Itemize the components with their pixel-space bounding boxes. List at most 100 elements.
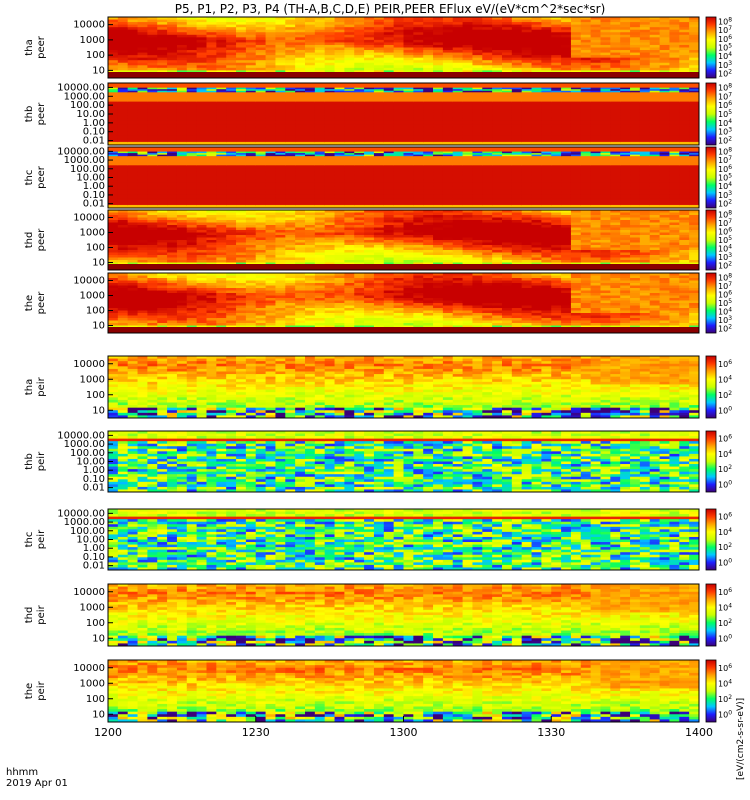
colorbar-tick-label: 104	[718, 449, 732, 459]
y-label-probe: thd	[24, 232, 35, 249]
colorbar-tick-label: 102	[718, 324, 732, 334]
colorbar-tick-label: 106	[718, 587, 732, 597]
y-tick-label: 1000	[80, 35, 105, 46]
x-tick-label: 1300	[390, 726, 418, 739]
y-tick-label: 100	[86, 618, 105, 629]
colorbar	[705, 146, 717, 209]
y-tick-label: 10	[92, 709, 105, 720]
y-label-species: peir	[36, 680, 47, 700]
x-tick-label: 1230	[242, 726, 270, 739]
colorbar-tick-label: 107	[718, 281, 732, 291]
colorbar-tick-label: 104	[718, 118, 732, 128]
y-tick-label: 10000	[73, 663, 105, 674]
y-tick-label: 10.00	[76, 173, 105, 184]
y-label-probe: thb	[24, 106, 35, 123]
colorbar-tick-label: 103	[718, 127, 732, 137]
colorbar-tick-label: 100	[718, 633, 732, 643]
y-tick-label: 0.01	[83, 483, 105, 494]
colorbar-tick-label: 102	[718, 136, 732, 146]
colorbar-tick-label: 105	[718, 298, 732, 308]
panel-the-peer: 10 100 1000 10000 the peer 1021031041051061071…	[24, 272, 732, 333]
y-tick-label: 0.01	[83, 561, 105, 572]
y-tick-label: 1000.00	[64, 439, 105, 450]
y-label-probe: the	[24, 295, 35, 311]
colorbar-tick-label: 108	[718, 272, 732, 282]
x-tick-label: 1400	[685, 726, 713, 739]
colorbar-tick-label: 102	[718, 199, 732, 209]
colorbar	[705, 209, 717, 271]
colorbar-tick-label: 105	[718, 43, 732, 53]
y-tick-label: 100	[86, 306, 105, 317]
y-label-species: peer	[36, 102, 47, 126]
heatmap-image	[108, 17, 699, 78]
y-tick-label: 10	[92, 405, 105, 416]
colorbar-tick-label: 103	[718, 60, 732, 70]
colorbar-tick-label: 107	[718, 155, 732, 165]
colorbar-tick-label: 100	[718, 557, 732, 567]
colorbar-unit-label: [eV/(cm2-s-sr-eV)]	[736, 698, 746, 780]
y-tick-label: 10000.00	[57, 146, 105, 157]
y-tick-label: 1000	[80, 678, 105, 689]
y-tick-label: 10	[92, 65, 105, 76]
y-tick-label: 10.00	[76, 457, 105, 468]
colorbar-tick-label: 102	[718, 694, 732, 704]
panel-frame	[107, 583, 700, 647]
y-tick-label: 1000	[80, 228, 105, 239]
panel-frame	[107, 355, 700, 419]
heatmap-image	[108, 147, 699, 208]
y-tick-label: 10000	[73, 276, 105, 287]
colorbar-tick-label: 105	[718, 235, 732, 245]
y-label-probe: tha	[24, 39, 35, 55]
y-tick-label: 100.00	[70, 526, 105, 537]
colorbar	[705, 659, 717, 723]
y-tick-label: 100	[86, 390, 105, 401]
panel-thd-peir: 10 100 1000 10000 thd peir 100 102 104 106	[24, 583, 732, 647]
colorbar	[705, 508, 717, 571]
colorbar-tick-label: 107	[718, 218, 732, 228]
x-tick-label: 1330	[537, 726, 565, 739]
y-tick-label: 100	[86, 694, 105, 705]
y-tick-label: 10	[92, 258, 105, 269]
heatmap-image	[108, 356, 699, 418]
y-label-probe: thc	[24, 170, 35, 186]
colorbar-tick-label: 104	[718, 678, 732, 688]
y-tick-label: 1000.00	[64, 155, 105, 166]
y-label-probe: tha	[24, 379, 35, 395]
y-label-probe: thd	[24, 607, 35, 624]
colorbar-tick-label: 106	[718, 100, 732, 110]
colorbar-tick-label: 102	[718, 542, 732, 552]
y-label-species: peer	[36, 291, 47, 315]
y-label-species: peir	[36, 451, 47, 471]
heatmap-image	[108, 660, 699, 722]
y-tick-label: 10.00	[76, 109, 105, 120]
colorbar-tick-label: 106	[718, 359, 732, 369]
y-label-species: peir	[36, 529, 47, 549]
y-label-probe: thc	[24, 532, 35, 548]
y-label-species: peer	[36, 165, 47, 189]
colorbar	[705, 430, 717, 493]
y-tick-label: 0.01	[83, 199, 105, 210]
y-tick-label: 1000	[80, 602, 105, 613]
y-tick-label: 100.00	[70, 100, 105, 111]
y-tick-label: 10000	[73, 359, 105, 370]
colorbar-tick-label: 104	[718, 181, 732, 191]
colorbar-tick-label: 102	[718, 390, 732, 400]
heatmap-image	[108, 273, 699, 333]
colorbar-tick-label: 100	[718, 479, 732, 489]
y-tick-label: 100.00	[70, 164, 105, 175]
heatmap-image	[108, 83, 699, 145]
y-tick-label: 10000	[73, 213, 105, 224]
y-tick-label: 1000	[80, 374, 105, 385]
colorbar-tick-label: 108	[718, 82, 732, 92]
y-tick-label: 10000.00	[57, 430, 105, 441]
colorbar-tick-label: 100	[718, 709, 732, 719]
colorbar-tick-label: 102	[718, 261, 732, 271]
panel-tha-peir: 10 100 1000 10000 tha peir 100 102 104 106	[24, 355, 732, 419]
colorbar	[705, 272, 717, 334]
time-axis-label-date: 2019 Apr 01	[6, 778, 68, 789]
y-label-probe: the	[24, 683, 35, 699]
heatmap-image	[108, 509, 699, 570]
